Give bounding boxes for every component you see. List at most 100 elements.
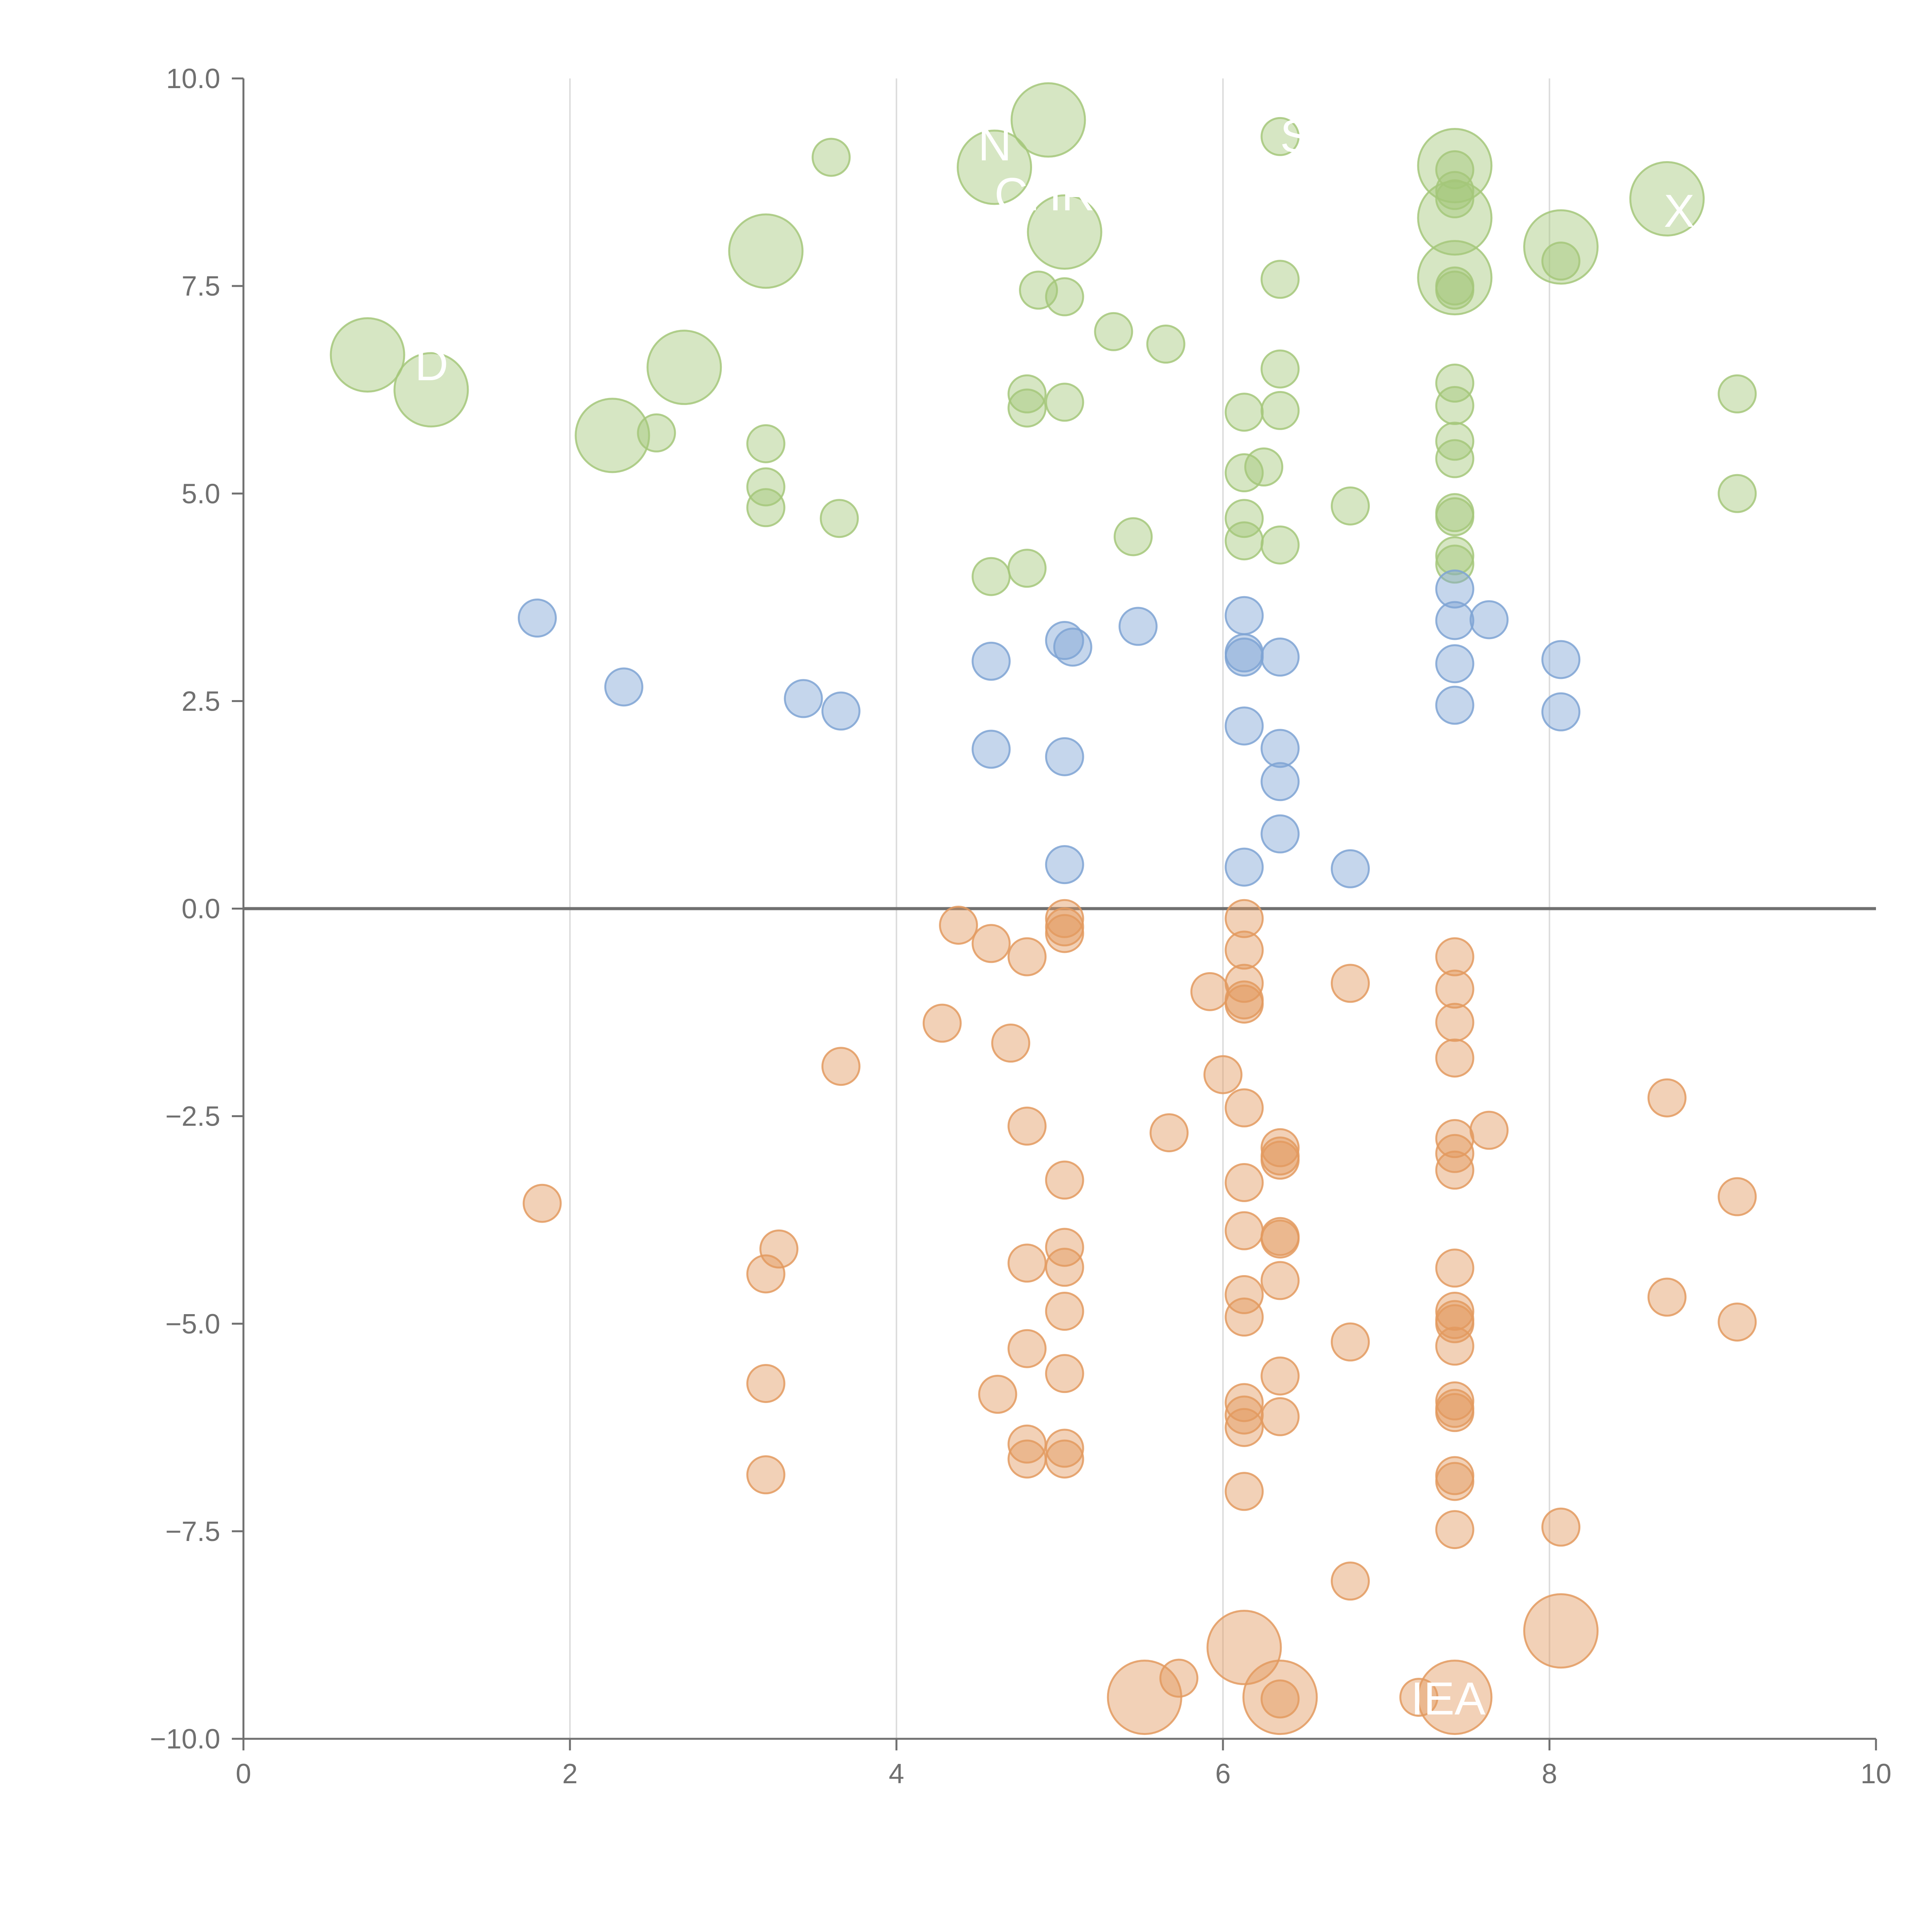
data-point-orange <box>1007 1243 1047 1283</box>
data-point-blue <box>971 641 1011 681</box>
data-point-orange <box>1045 1354 1084 1393</box>
data-point-orange <box>1647 1277 1687 1317</box>
data-point-orange <box>1225 1395 1264 1435</box>
axis-layer: 0 2 4 6 8 10 10.0 7.5 5.0 2.5 0.0 −2.5 −5.0 −7.5 −10.0 <box>150 63 1891 1789</box>
data-point-orange <box>1469 1111 1509 1150</box>
data-point-blue <box>1435 601 1475 640</box>
data-point-orange <box>1435 1248 1475 1288</box>
data-point-orange <box>1435 1393 1475 1432</box>
data-point-orange <box>1435 969 1475 1009</box>
data-point-orange <box>1190 972 1230 1011</box>
data-point-green <box>811 138 851 177</box>
data-point-orange <box>1045 1228 1084 1267</box>
data-point-green <box>746 467 786 507</box>
data-point-orange <box>922 1003 962 1043</box>
data-point-green <box>1435 150 1475 189</box>
data-point-orange <box>1225 1163 1264 1202</box>
data-point-green <box>1260 117 1300 156</box>
bubble-label: S <box>1280 110 1311 162</box>
data-point-blue <box>1045 737 1084 776</box>
data-point-green <box>1435 497 1475 536</box>
x-tick-label: 8 <box>1542 1759 1557 1789</box>
data-point-blue <box>1260 729 1300 768</box>
y-tick-label: −5.0 <box>165 1309 220 1340</box>
data-point-green <box>971 557 1011 596</box>
data-point-orange <box>1225 1211 1264 1250</box>
data-point-green <box>1225 393 1264 432</box>
data-point-orange <box>1045 1439 1084 1479</box>
data-point-orange <box>746 1254 786 1294</box>
y-tick-label: 10.0 <box>166 63 220 94</box>
data-point-green <box>1010 82 1086 158</box>
data-point-orange <box>1260 1140 1300 1180</box>
data-point-orange <box>1435 1150 1475 1190</box>
data-point-orange <box>1225 1472 1264 1511</box>
data-point-blue <box>1435 685 1475 725</box>
data-point-orange <box>1523 1593 1599 1669</box>
y-tick-label: 2.5 <box>182 686 220 717</box>
data-point-orange <box>939 905 978 945</box>
data-point-orange <box>1435 1462 1475 1501</box>
data-point-blue <box>1331 849 1370 888</box>
data-point-orange <box>1225 1298 1264 1337</box>
data-point-green <box>330 317 405 393</box>
x-tick-label: 10 <box>1861 1759 1891 1789</box>
data-point-green <box>1146 325 1185 364</box>
data-point-blue <box>604 667 643 707</box>
data-point-orange <box>746 1455 786 1495</box>
data-point-green <box>1718 474 1757 513</box>
data-point-green <box>1244 447 1284 486</box>
data-point-blue <box>1225 638 1264 677</box>
data-point-green <box>1094 312 1133 351</box>
data-point-orange <box>1331 1561 1370 1601</box>
data-point-green <box>1019 270 1058 310</box>
data-point-orange <box>1435 1003 1475 1042</box>
y-tick-label: −10.0 <box>150 1724 220 1755</box>
data-point-blue <box>1435 569 1475 609</box>
data-point-orange <box>1045 1429 1084 1468</box>
data-point-orange <box>746 1364 786 1403</box>
data-point-blue <box>971 730 1011 769</box>
data-point-blue <box>1225 596 1264 635</box>
data-point-orange <box>1045 1160 1084 1200</box>
data-point-green <box>1435 270 1475 310</box>
data-point-blue <box>1260 814 1300 854</box>
data-point-green <box>1435 386 1475 425</box>
data-point-orange <box>1260 1261 1300 1300</box>
data-point-green <box>1225 521 1264 561</box>
x-tick-label: 4 <box>889 1759 904 1789</box>
y-tick-label: −7.5 <box>165 1516 220 1547</box>
data-point-orange <box>1007 1106 1047 1146</box>
data-point-orange <box>1435 1292 1475 1331</box>
data-point-green <box>393 352 469 428</box>
points-layer <box>330 82 1757 1735</box>
data-point-orange <box>1225 1088 1264 1128</box>
x-tick-label: 6 <box>1215 1759 1231 1789</box>
data-point-orange <box>1150 1113 1189 1153</box>
data-point-green <box>1007 549 1047 588</box>
data-point-green <box>746 488 786 527</box>
data-point-blue <box>1045 845 1084 884</box>
data-point-orange <box>1399 1678 1439 1717</box>
data-point-orange <box>1007 1329 1047 1368</box>
y-tick-label: −2.5 <box>165 1101 220 1132</box>
data-point-green <box>1260 391 1300 430</box>
bubble-label: X <box>1664 185 1695 237</box>
data-point-green <box>1417 180 1493 256</box>
data-point-orange <box>1225 1275 1264 1315</box>
data-point-orange <box>1435 937 1475 976</box>
data-point-orange <box>1435 1038 1475 1078</box>
data-point-green <box>820 499 859 538</box>
data-point-orange <box>991 1024 1031 1063</box>
data-point-orange <box>1225 899 1264 938</box>
data-point-orange <box>1045 899 1084 938</box>
data-point-orange <box>1435 1134 1475 1173</box>
data-point-blue <box>518 599 557 638</box>
data-point-green <box>1435 363 1475 403</box>
data-point-blue <box>1225 706 1264 746</box>
data-point-orange <box>1331 1322 1370 1362</box>
data-point-orange <box>1159 1658 1199 1698</box>
data-point-green <box>637 413 676 452</box>
data-point-green <box>728 213 804 289</box>
data-point-orange <box>971 924 1011 963</box>
